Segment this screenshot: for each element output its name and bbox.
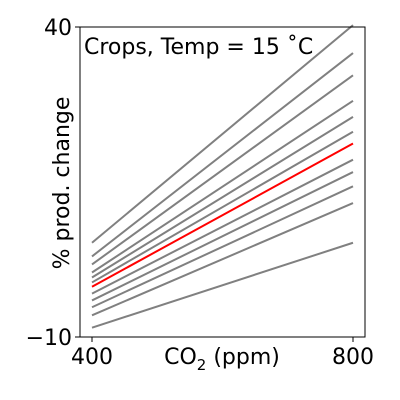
series-line-11 — [91, 52, 354, 258]
x-axis-label-subscript: 2 — [197, 356, 207, 374]
y-tick-label-1: 40 — [44, 16, 72, 41]
series-line-7 — [91, 130, 354, 284]
tick-layer: 400 800 40 −10 — [26, 16, 374, 370]
series-line-4 — [91, 171, 354, 302]
y-tick-label-2: −10 — [26, 326, 72, 351]
series-line-5 — [91, 158, 354, 295]
series-layer — [91, 24, 354, 329]
series-line-1 — [91, 241, 354, 329]
x-tick-label-1: 400 — [71, 345, 113, 370]
x-tick-label-2: 800 — [332, 345, 374, 370]
series-line-9 — [91, 99, 354, 274]
chart-title: Crops, Temp = 15 ˚C — [84, 35, 313, 60]
x-axis-label-main: CO — [164, 345, 197, 370]
series-line-3 — [91, 185, 354, 309]
plot-frame — [79, 26, 366, 338]
x-axis-label-unit: (ppm) — [206, 345, 280, 370]
series-line-8 — [91, 116, 354, 279]
series-line-12 — [91, 24, 354, 244]
series-line-10 — [91, 74, 354, 266]
y-axis-label: % prod. change — [50, 97, 75, 270]
series-line-6 — [91, 142, 354, 288]
series-line-2 — [91, 202, 354, 317]
x-axis-label: CO2 (ppm) — [164, 345, 280, 374]
